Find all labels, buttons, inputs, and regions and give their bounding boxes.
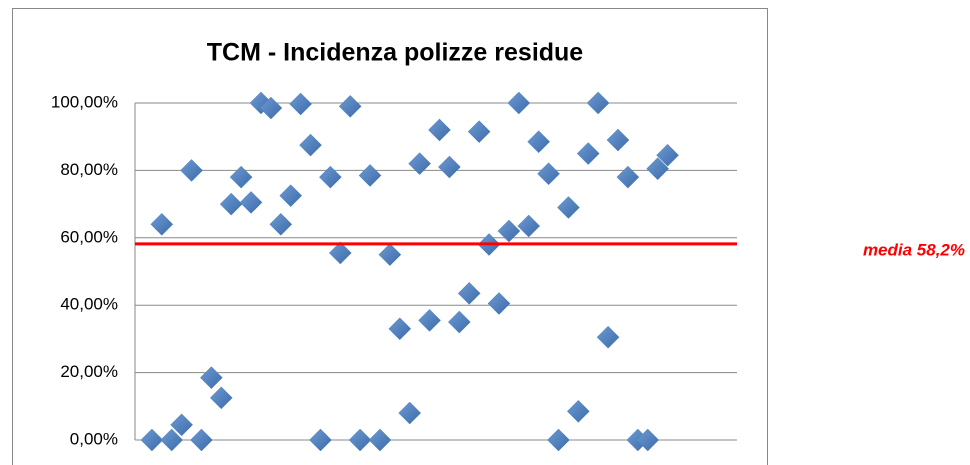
marker bbox=[279, 184, 303, 208]
marker bbox=[190, 428, 213, 452]
marker bbox=[467, 120, 491, 143]
marker bbox=[636, 428, 660, 452]
marker bbox=[229, 165, 253, 189]
y-tick-label: 60,00% bbox=[60, 227, 118, 246]
y-tick-label: 40,00% bbox=[60, 295, 118, 314]
marker bbox=[547, 428, 570, 452]
marker bbox=[418, 309, 441, 332]
marker bbox=[616, 165, 640, 189]
y-tick-label: 80,00% bbox=[60, 160, 118, 179]
marker bbox=[358, 164, 382, 187]
marker bbox=[537, 162, 560, 186]
marker bbox=[586, 91, 610, 115]
marker bbox=[428, 118, 451, 142]
marker bbox=[507, 91, 531, 115]
y-tick-label: 0,00% bbox=[70, 429, 118, 448]
marker bbox=[517, 214, 541, 238]
marker bbox=[527, 130, 551, 154]
marker bbox=[289, 92, 312, 116]
marker bbox=[438, 155, 461, 179]
marker bbox=[160, 428, 184, 452]
marker bbox=[140, 428, 164, 452]
marker bbox=[497, 219, 521, 243]
marker bbox=[269, 212, 293, 236]
marker bbox=[656, 143, 679, 167]
y-tick-label: 100,00% bbox=[51, 92, 118, 111]
marker bbox=[239, 191, 263, 214]
marker bbox=[368, 428, 392, 452]
mean-label: media 58,2% bbox=[863, 240, 965, 259]
marker bbox=[596, 325, 620, 349]
chart-title: TCM - Incidenza polizze residue bbox=[207, 39, 584, 67]
marker bbox=[576, 142, 600, 165]
marker bbox=[328, 241, 352, 265]
marker bbox=[219, 192, 243, 216]
marker bbox=[200, 366, 223, 390]
marker bbox=[398, 401, 422, 425]
marker bbox=[259, 96, 283, 120]
marker bbox=[408, 152, 431, 176]
marker bbox=[309, 428, 332, 452]
marker bbox=[180, 159, 203, 182]
marker bbox=[170, 413, 193, 437]
marker bbox=[487, 292, 511, 315]
marker bbox=[348, 428, 372, 452]
marker bbox=[150, 212, 174, 236]
marker bbox=[566, 400, 590, 423]
marker bbox=[646, 157, 670, 181]
marker bbox=[388, 317, 412, 341]
chart-border bbox=[12, 8, 768, 465]
marker bbox=[457, 282, 481, 305]
marker bbox=[338, 95, 362, 118]
marker bbox=[209, 386, 233, 410]
marker bbox=[299, 133, 322, 157]
marker bbox=[378, 243, 402, 267]
marker bbox=[447, 310, 471, 334]
marker bbox=[606, 128, 630, 152]
marker bbox=[557, 196, 580, 219]
y-tick-label: 20,00% bbox=[60, 362, 118, 381]
marker bbox=[319, 165, 342, 189]
